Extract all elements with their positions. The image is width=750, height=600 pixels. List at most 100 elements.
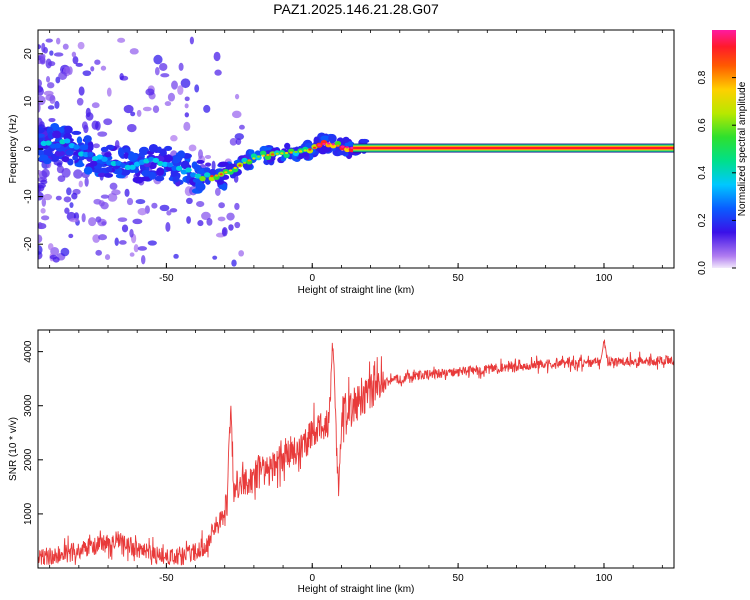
spectrogram-ridge-core xyxy=(256,155,261,158)
spectrogram-noise-blob xyxy=(45,38,53,43)
snr-series-line xyxy=(38,339,674,566)
spectrogram-energy-blob xyxy=(38,133,45,138)
spectrogram-y-label: Frequency (Hz) xyxy=(8,115,19,184)
spectrogram-noise-blob xyxy=(121,224,129,233)
spectrogram-energy-blob xyxy=(320,135,331,142)
spectrogram-ridge-core xyxy=(247,159,251,162)
colorbar-tick-label: 0.6 xyxy=(697,118,708,132)
spectrogram-ridge-core xyxy=(284,151,289,155)
spectrogram-noise-blob xyxy=(141,254,146,265)
spectrogram-noise-blob xyxy=(186,216,191,224)
spectrogram-noise-blob xyxy=(234,93,240,100)
spectrogram-energy-blob xyxy=(105,166,113,173)
spectrogram-noise-blob xyxy=(49,95,56,104)
spectrogram-y-tick-label: 20 xyxy=(23,48,34,60)
spectrogram-y-tick-label: 10 xyxy=(23,95,34,107)
spectrogram-energy-blob xyxy=(83,135,92,143)
spectrogram-ridge-core xyxy=(224,171,228,174)
spectrogram-noise-blob xyxy=(185,197,193,205)
spectrogram-energy-blob xyxy=(105,144,115,150)
spectrogram-noise-blob xyxy=(63,196,72,203)
spectrogram-ridge-core xyxy=(210,175,214,178)
spectrogram-noise-blob xyxy=(184,103,189,109)
spectrogram-energy-blob xyxy=(123,152,129,160)
spectrogram-energy-blob xyxy=(141,169,151,177)
spectrogram-ridge-core xyxy=(261,154,265,157)
spectrogram-image xyxy=(38,36,674,267)
spectrogram-ridge-blob xyxy=(176,165,183,171)
spectrogram-ridge-blob xyxy=(288,148,295,154)
spectrogram-noise-blob xyxy=(40,208,46,214)
spectrogram-noise-blob xyxy=(132,218,143,225)
snr-x-tick-label: 50 xyxy=(453,573,465,584)
spectrogram-noise-blob xyxy=(38,184,45,192)
spectrogram-noise-blob xyxy=(38,44,42,50)
spectrogram-energy-blob xyxy=(54,150,65,157)
spectrogram-ridge-blob xyxy=(129,164,136,170)
spectrogram-energy-blob xyxy=(313,136,320,145)
spectrogram-noise-blob xyxy=(46,82,55,89)
spectrogram-ridge-core xyxy=(322,142,326,146)
spectrogram-energy-blob xyxy=(328,134,337,144)
spectrogram-noise-blob xyxy=(39,57,46,65)
spectrogram-energy-blob xyxy=(298,152,310,157)
spectrogram-noise-blob xyxy=(100,194,110,199)
colorbar-gradient xyxy=(712,30,736,268)
spectrogram-energy-blob xyxy=(218,184,227,190)
spectrogram-ridge-core xyxy=(350,146,354,150)
spectrogram-noise-blob xyxy=(71,51,77,58)
spectrogram-noise-blob xyxy=(43,193,53,201)
spectrogram-noise-blob xyxy=(56,37,61,45)
spectrogram-ridge-blob xyxy=(40,140,48,146)
spectrogram-energy-blob xyxy=(164,145,173,151)
spectrogram-noise-blob xyxy=(95,121,101,131)
spectrogram-energy-blob xyxy=(342,136,350,143)
spectrogram-ridge-core xyxy=(270,153,275,156)
spectrogram-ridge-core xyxy=(326,142,331,145)
spectrogram-ridge-blob xyxy=(110,160,118,167)
spectrogram-ridge-blob xyxy=(166,162,174,168)
spectrogram-noise-blob xyxy=(188,144,197,152)
spectrogram-noise-blob xyxy=(231,259,237,267)
spectrogram-noise-blob xyxy=(152,105,160,114)
spectrogram-energy-blob xyxy=(284,142,291,150)
spectrogram-ridge-blob xyxy=(115,160,122,166)
spectrogram-noise-blob xyxy=(101,221,107,226)
spectrogram-noise-blob xyxy=(114,140,120,149)
spectrogram-noise-blob xyxy=(213,51,221,62)
spectrogram-noise-blob xyxy=(85,112,94,121)
spectrogram-ridge-core xyxy=(242,161,247,164)
spectrogram-noise-blob xyxy=(180,78,191,89)
spectrogram-noise-blob xyxy=(58,71,68,80)
spectrogram-energy-blob xyxy=(116,167,123,175)
spectrogram-noise-blob xyxy=(41,168,50,178)
spectrogram-x-tick-label: 0 xyxy=(309,273,315,284)
snr-y-tick-label: 4000 xyxy=(23,340,34,363)
spectrogram-noise-blob xyxy=(118,240,127,245)
spectrogram-noise-blob xyxy=(38,191,44,201)
spectrogram-energy-blob xyxy=(177,150,186,159)
spectrogram-noise-blob xyxy=(234,133,245,140)
spectrogram-energy-blob xyxy=(127,152,138,162)
spectrogram-y-tick-label: -10 xyxy=(23,189,34,204)
spectrogram-x-tick-label: -50 xyxy=(159,273,174,284)
spectrogram-energy-blob xyxy=(170,169,179,177)
spectrogram-noise-blob xyxy=(73,169,83,179)
spectrogram-noise-blob xyxy=(135,199,146,205)
spectrogram-noise-blob xyxy=(203,104,211,113)
spectrogram-ridge-core xyxy=(214,174,219,177)
spectrogram-x-tick-label: 50 xyxy=(453,273,465,284)
spectrogram-noise-blob xyxy=(221,227,228,237)
spectrogram-noise-blob xyxy=(69,218,80,223)
spectrogram-noise-blob xyxy=(126,123,137,133)
spectrogram-ridge-blob xyxy=(330,143,337,149)
spectrogram-energy-blob xyxy=(180,160,190,169)
spectrogram-ridge-core xyxy=(294,150,298,154)
spectrogram-noise-blob xyxy=(142,106,152,112)
snr-frame xyxy=(37,329,675,569)
spectrogram-energy-blob xyxy=(97,172,106,178)
snr-y-tick-label: 1000 xyxy=(23,502,34,525)
spectrogram-noise-blob xyxy=(68,233,74,239)
spectrogram-noise-blob xyxy=(123,104,134,114)
spectrogram-noise-blob xyxy=(38,221,43,230)
